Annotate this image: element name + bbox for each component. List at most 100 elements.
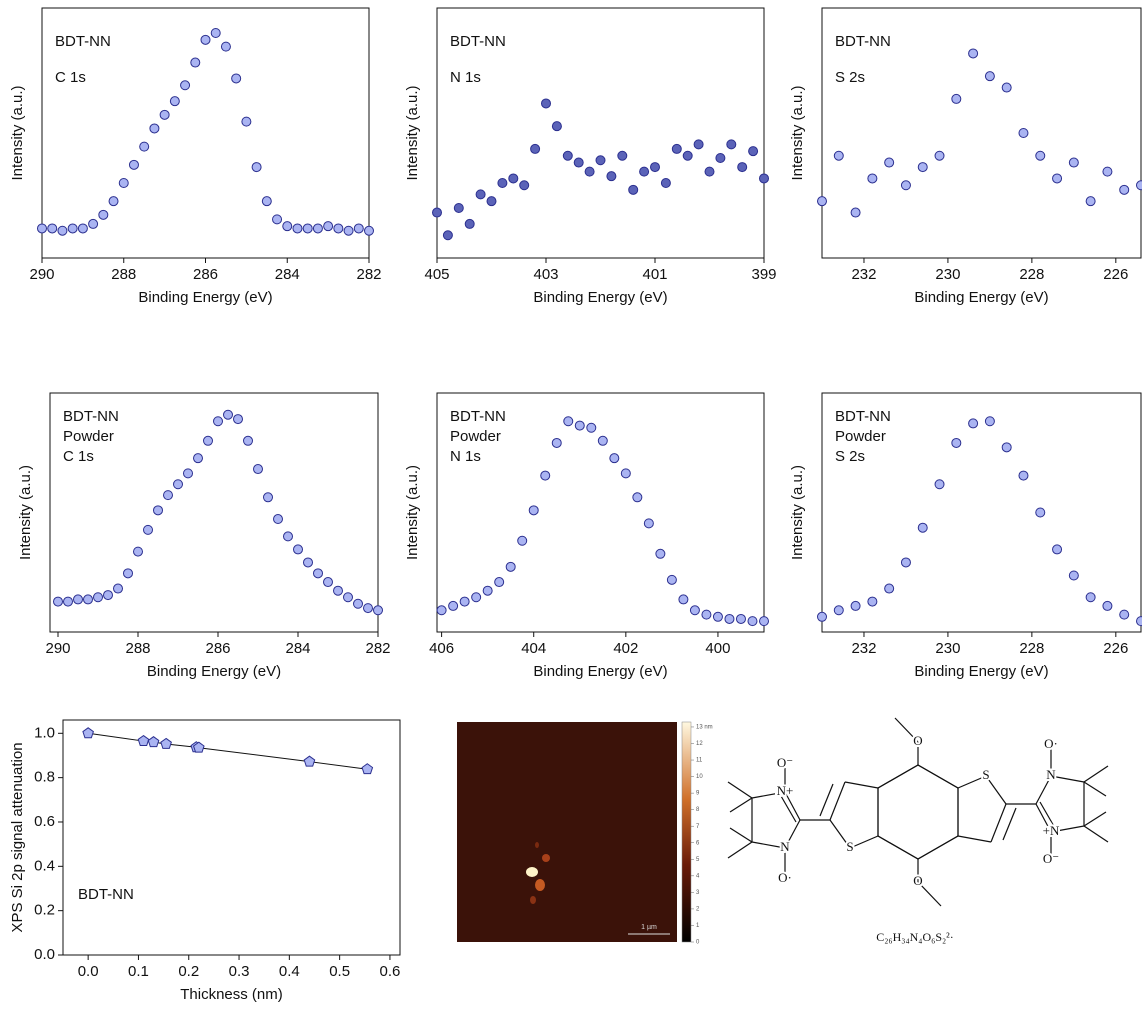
data-point	[150, 124, 159, 133]
data-point	[365, 226, 374, 235]
data-point	[1069, 571, 1078, 580]
y-axis-label: Intensity (a.u.)	[17, 465, 34, 560]
data-point	[818, 197, 827, 206]
x-tick-label: 0.6	[380, 963, 401, 980]
data-point	[293, 224, 302, 233]
data-point	[89, 219, 98, 228]
data-point	[124, 569, 133, 578]
bond	[1084, 812, 1106, 826]
bond	[1084, 766, 1108, 782]
bond	[850, 836, 878, 848]
data-point	[918, 523, 927, 532]
data-point	[749, 147, 758, 156]
data-point	[184, 469, 193, 478]
bond	[878, 836, 918, 859]
data-point	[818, 612, 827, 621]
y-tick-label: 0.6	[34, 813, 55, 830]
annotation: S 2s	[835, 69, 865, 86]
data-point	[129, 160, 138, 169]
data-point	[495, 578, 504, 587]
colorbar-label: 1	[696, 923, 700, 929]
data-point	[465, 219, 474, 228]
bond	[1084, 826, 1108, 842]
data-point	[640, 167, 649, 176]
data-point	[935, 480, 944, 489]
data-point	[610, 454, 619, 463]
atom-label: S	[982, 767, 989, 782]
data-point	[54, 597, 63, 606]
atom-label: N	[1046, 767, 1056, 782]
data-point	[952, 438, 961, 447]
data-point	[144, 525, 153, 534]
annotation: N 1s	[450, 448, 481, 465]
x-tick-label: 406	[429, 640, 454, 657]
data-point	[334, 224, 343, 233]
data-point	[760, 617, 769, 626]
data-point	[868, 597, 877, 606]
colorbar-label: 6	[696, 840, 700, 846]
data-point	[518, 536, 527, 545]
data-point	[633, 493, 642, 502]
bond	[1084, 782, 1106, 796]
data-point	[204, 436, 213, 445]
data-point	[885, 158, 894, 167]
data-point	[344, 593, 353, 602]
data-point	[1002, 83, 1011, 92]
data-point	[460, 597, 469, 606]
data-point	[99, 210, 108, 219]
scale-bar-label: 1 µm	[641, 924, 657, 931]
x-tick-label: 228	[1019, 266, 1044, 283]
bond	[958, 836, 991, 842]
x-tick-label: 290	[29, 266, 54, 283]
data-point	[48, 224, 57, 233]
data-point	[651, 163, 660, 172]
bond	[728, 842, 752, 858]
colorbar-label: 8	[696, 807, 700, 813]
y-axis-label: Intensity (a.u.)	[9, 85, 26, 180]
y-axis-label: Intensity (a.u.)	[404, 85, 421, 180]
data-point	[918, 163, 927, 172]
data-point	[748, 617, 757, 626]
data-point	[1019, 129, 1028, 138]
annotation: S 2s	[835, 448, 865, 465]
data-point	[498, 179, 507, 188]
data-point	[760, 174, 769, 183]
atom-label: +N	[1043, 823, 1060, 838]
data-point	[433, 208, 442, 217]
atom-label: O	[913, 873, 922, 888]
data-point	[58, 226, 67, 235]
data-point	[303, 224, 312, 233]
data-point	[725, 614, 734, 623]
data-point	[935, 151, 944, 160]
data-point	[94, 593, 103, 602]
data-point	[194, 454, 203, 463]
data-point	[160, 110, 169, 119]
data-point	[531, 144, 540, 153]
y-axis-label: Intensity (a.u.)	[789, 465, 806, 560]
colorbar-label: 10	[696, 774, 703, 780]
data-point	[1069, 158, 1078, 167]
data-point	[585, 167, 594, 176]
data-point	[114, 584, 123, 593]
colorbar-label: 5	[696, 857, 700, 863]
data-point	[621, 469, 630, 478]
x-tick-label: 282	[356, 266, 381, 283]
atom-label: O⁻	[777, 755, 793, 770]
afm-image: 1 µm	[457, 722, 691, 942]
bond	[845, 782, 878, 788]
data-point	[629, 185, 638, 194]
data-point	[607, 172, 616, 181]
data-point	[529, 506, 538, 515]
bond	[730, 798, 752, 812]
data-point	[74, 595, 83, 604]
data-point	[520, 181, 529, 190]
data-point	[1103, 601, 1112, 610]
data-point	[851, 601, 860, 610]
data-point	[661, 179, 670, 188]
data-point	[449, 601, 458, 610]
atom-label: N	[780, 839, 790, 854]
data-point	[552, 438, 561, 447]
x-tick-label: 0.1	[128, 963, 149, 980]
data-point	[324, 578, 333, 587]
data-point	[161, 738, 171, 748]
